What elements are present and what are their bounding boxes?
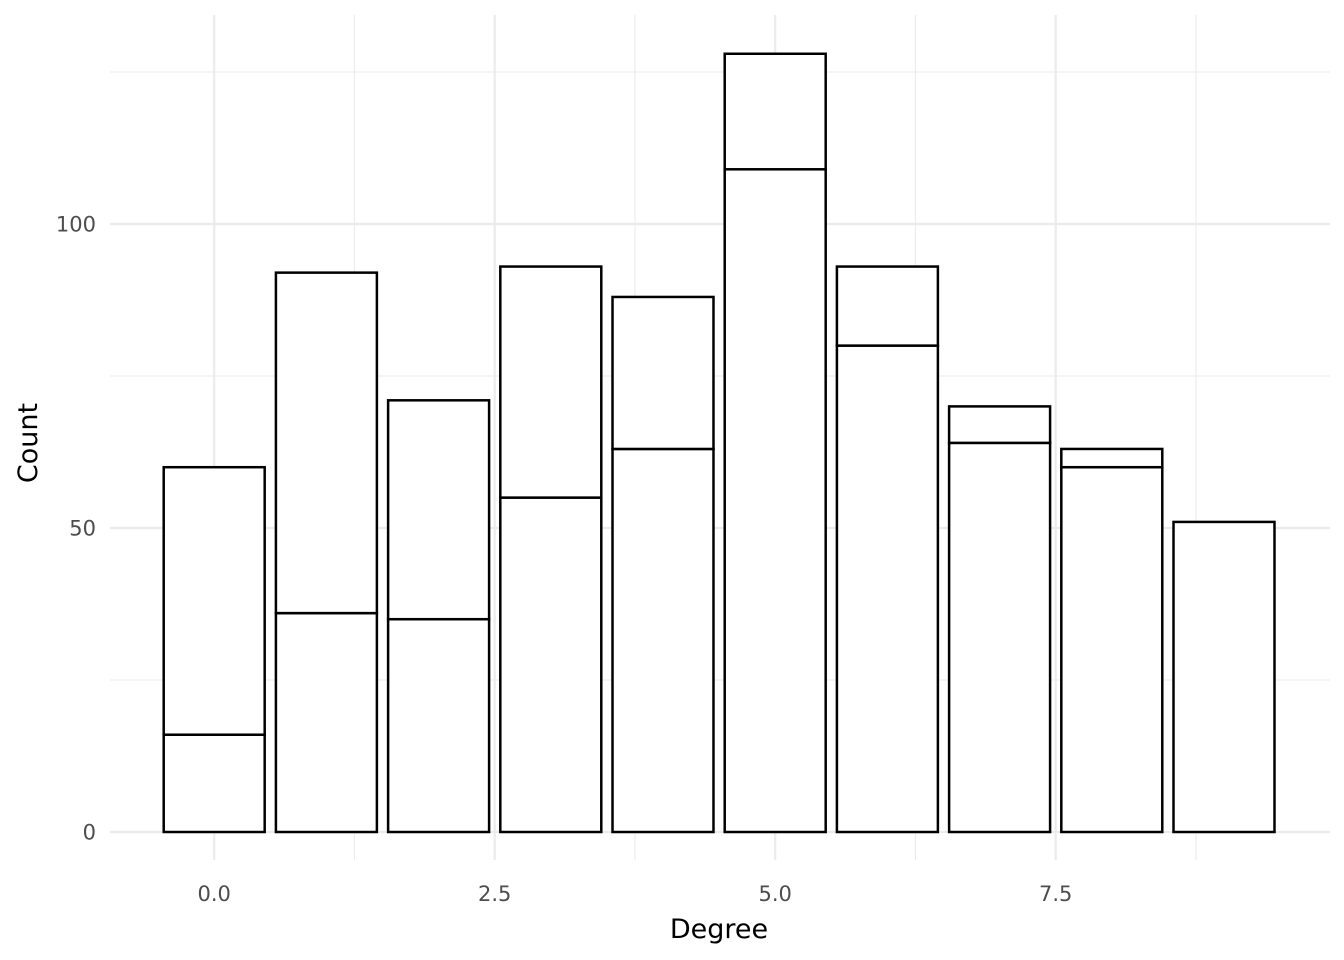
x-axis-title: Degree — [670, 914, 768, 945]
bar-segment — [611, 295, 715, 451]
x-tick-label: 0.0 — [197, 882, 230, 906]
bar-segment — [274, 611, 379, 834]
bar-segment — [499, 265, 603, 499]
y-tick-label: 100 — [56, 213, 96, 237]
y-tick-label: 50 — [69, 517, 96, 541]
bar-segment — [835, 265, 940, 347]
y-axis-ticks: 0 50 100 — [56, 213, 96, 845]
bar-segment — [723, 52, 827, 171]
bar-segment — [162, 733, 266, 834]
bar-segment — [1060, 447, 1164, 469]
bars — [162, 52, 1276, 834]
bar-segment — [835, 344, 940, 834]
x-tick-label: 5.0 — [758, 882, 791, 906]
bar-segment — [1172, 520, 1276, 834]
bar-segment — [386, 399, 491, 621]
bar-segment — [499, 496, 603, 834]
bar-segment — [723, 168, 827, 834]
bar-segment — [947, 441, 1052, 834]
y-axis-title: Count — [13, 403, 44, 483]
bar-segment — [386, 617, 491, 834]
bar-segment — [274, 271, 379, 615]
bar-segment — [947, 405, 1052, 445]
bar-segment — [611, 447, 715, 834]
bar-segment — [1060, 465, 1164, 834]
x-tick-label: 2.5 — [478, 882, 511, 906]
bar-segment — [162, 465, 266, 736]
x-axis-ticks: 0.0 2.5 5.0 7.5 — [197, 882, 1072, 906]
y-tick-label: 0 — [83, 821, 96, 845]
x-tick-label: 7.5 — [1039, 882, 1072, 906]
